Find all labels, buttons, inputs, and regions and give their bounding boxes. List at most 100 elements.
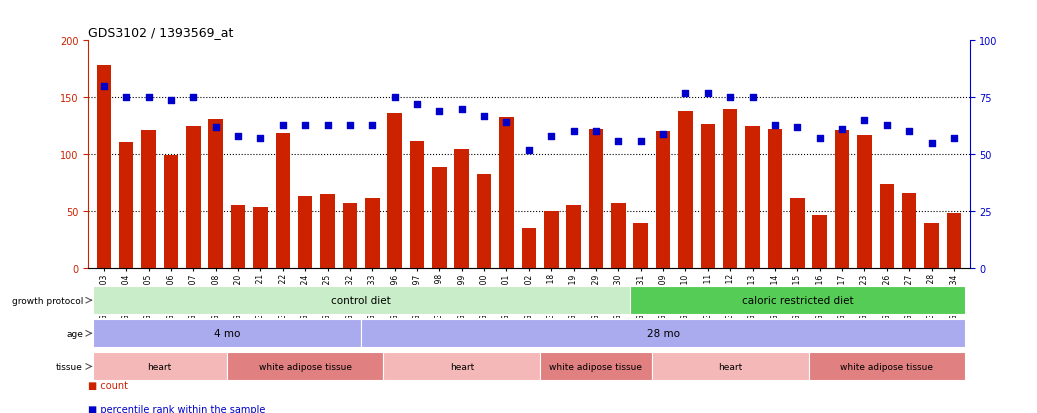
Point [140, 95, 157, 102]
Bar [186, 126, 200, 268]
Bar [384, 353, 540, 380]
Point [364, 122, 381, 128]
Point [857, 117, 873, 124]
Point [700, 90, 717, 97]
Bar [253, 207, 268, 268]
Point [118, 95, 135, 102]
Point [521, 147, 537, 154]
Text: white adipose tissue: white adipose tissue [840, 362, 933, 371]
Bar [477, 174, 492, 268]
Text: caloric restricted diet: caloric restricted diet [741, 295, 853, 306]
Text: 28 mo: 28 mo [647, 328, 679, 339]
Point [633, 138, 649, 145]
Point [341, 122, 358, 128]
Point [498, 120, 514, 126]
Bar [92, 320, 361, 347]
Point [409, 102, 425, 108]
Bar [589, 130, 604, 268]
Bar [812, 215, 826, 268]
Point [789, 124, 806, 131]
Bar [767, 130, 782, 268]
Bar [540, 353, 652, 380]
Point [677, 90, 694, 97]
Point [387, 95, 403, 102]
Bar [92, 287, 629, 314]
Bar [746, 126, 760, 268]
Bar [92, 353, 227, 380]
Bar [208, 120, 223, 268]
Text: tissue: tissue [56, 362, 83, 371]
Text: white adipose tissue: white adipose tissue [550, 362, 643, 371]
Point [431, 108, 448, 115]
Point [722, 95, 738, 102]
Bar [924, 223, 938, 268]
Text: heart: heart [718, 362, 742, 371]
Point [745, 95, 761, 102]
Bar [655, 132, 670, 268]
Bar [432, 167, 447, 268]
Text: growth protocol: growth protocol [11, 296, 83, 305]
Point [230, 133, 247, 140]
Point [543, 133, 560, 140]
Bar [879, 184, 894, 268]
Bar [858, 135, 872, 268]
Text: GDS3102 / 1393569_at: GDS3102 / 1393569_at [88, 26, 233, 39]
Point [811, 135, 828, 142]
Text: 4 mo: 4 mo [214, 328, 240, 339]
Bar [947, 214, 961, 268]
Bar [835, 131, 849, 268]
Point [297, 122, 313, 128]
Bar [544, 211, 559, 268]
Point [901, 129, 918, 135]
Point [275, 122, 291, 128]
Bar [790, 198, 805, 268]
Text: heart: heart [450, 362, 474, 371]
Bar [361, 320, 965, 347]
Point [476, 113, 493, 120]
Point [610, 138, 626, 145]
Bar [634, 223, 648, 268]
Text: ■ percentile rank within the sample: ■ percentile rank within the sample [88, 404, 265, 413]
Bar [365, 198, 380, 268]
Point [163, 97, 179, 104]
Bar [522, 229, 536, 268]
Point [654, 131, 671, 138]
Bar [410, 141, 424, 268]
Bar [723, 109, 737, 268]
Point [252, 135, 269, 142]
Point [923, 140, 940, 147]
Point [453, 106, 470, 113]
Point [946, 135, 962, 142]
Point [588, 129, 605, 135]
Point [565, 129, 582, 135]
Bar [629, 287, 965, 314]
Point [207, 124, 224, 131]
Text: white adipose tissue: white adipose tissue [258, 362, 352, 371]
Bar [902, 193, 917, 268]
Bar [141, 131, 156, 268]
Bar [566, 206, 581, 268]
Point [878, 122, 895, 128]
Bar [388, 114, 402, 268]
Point [95, 83, 112, 90]
Text: heart: heart [147, 362, 172, 371]
Text: age: age [66, 329, 83, 338]
Text: ■ count: ■ count [88, 380, 129, 390]
Bar [611, 204, 625, 268]
Bar [276, 133, 290, 268]
Bar [809, 353, 965, 380]
Bar [298, 197, 312, 268]
Bar [499, 117, 513, 268]
Bar [227, 353, 384, 380]
Bar [164, 156, 178, 268]
Bar [119, 142, 134, 268]
Bar [701, 124, 716, 268]
Bar [652, 353, 809, 380]
Bar [678, 112, 693, 268]
Bar [454, 149, 469, 268]
Point [185, 95, 201, 102]
Bar [96, 66, 111, 268]
Point [834, 126, 850, 133]
Bar [320, 195, 335, 268]
Point [766, 122, 783, 128]
